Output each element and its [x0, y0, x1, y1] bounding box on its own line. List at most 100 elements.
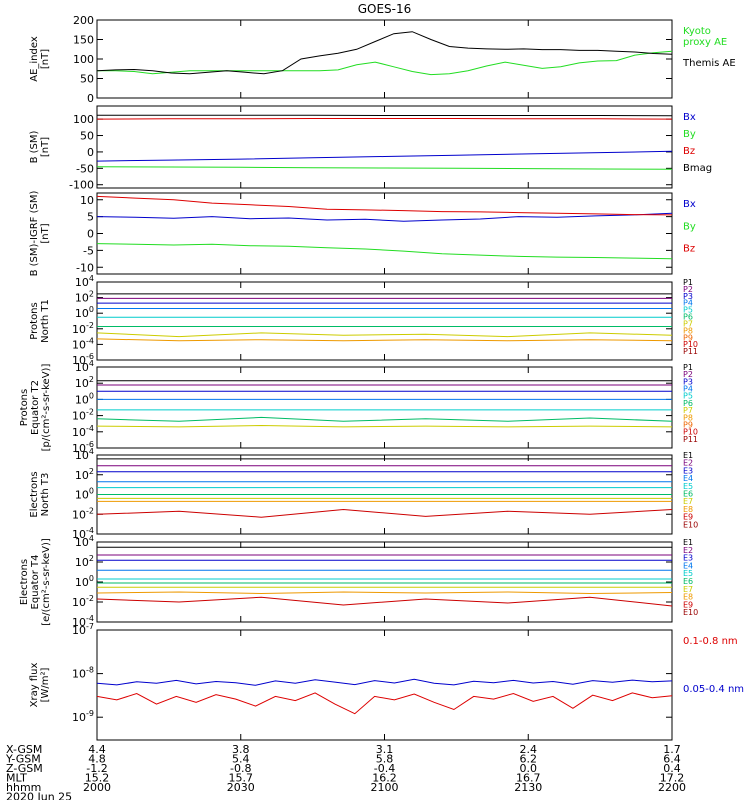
y-tick-label: 104 [75, 359, 94, 374]
y-axis-label: ProtonsEquator T2[p/(cm²-s-sr-keV)] [19, 364, 52, 452]
y-tick-label: 100 [75, 487, 94, 502]
legend-0-05-0-4-nm: 0.05-0.4 nm [683, 684, 744, 695]
legend-p1: P1 [683, 278, 693, 287]
y-tick-label: 10-7 [72, 622, 94, 637]
legend-e3: E3 [683, 554, 693, 563]
panel-frame [96, 541, 673, 623]
y-tick-label: 102 [75, 375, 94, 390]
series-line-p8 [96, 338, 673, 342]
legend-p4: P4 [683, 299, 693, 308]
y-tick-label: 10 [80, 194, 94, 207]
series-line-by [96, 166, 673, 170]
ephemeris-value: 2130 [514, 781, 542, 794]
legend-p7: P7 [683, 406, 693, 415]
y-tick-label: -5 [83, 244, 94, 257]
y-axis-label: B (SM)-IGRF (SM)[nT] [29, 191, 51, 277]
y-tick-label: 104 [75, 534, 94, 549]
panel-1: 0 50 100 150 200 AE_index[nT] Kyoto proxy AE The… [29, 14, 736, 105]
series-line-e9 [96, 596, 673, 607]
panel-frame [96, 629, 673, 741]
ephemeris-value: 3.1 [376, 743, 394, 756]
y-axis-label: AE_index[nT] [29, 36, 51, 82]
ephemeris-value: 2100 [371, 781, 399, 794]
y-tick-label: 10-2 [72, 594, 94, 609]
legend-e2: E2 [683, 459, 693, 468]
ephemeris-label: Z-GSM [6, 762, 43, 775]
legend-p8: P8 [683, 413, 693, 422]
y-axis-label: B (SM)[nT] [29, 130, 51, 163]
ephemeris-label: Y-GSM [5, 753, 41, 766]
legend-bx: Bx [683, 112, 696, 123]
date-label: 2020 Jun 25 [6, 791, 72, 800]
legend-bx: Bx [683, 199, 696, 210]
y-tick-label: -100 [69, 179, 94, 192]
panel-2: -100 -50 0 50 100 B (SM)[nT] Bx By Bz Bmag [29, 105, 712, 192]
ephemeris-value: -0.8 [230, 762, 251, 775]
y-axis-label: ElectronsEquator T4[e/(cm²-s-sr-keV)] [19, 538, 52, 626]
y-tick-label: 10-4 [72, 424, 94, 439]
ephemeris-value: 3.8 [232, 743, 250, 756]
y-tick-label: 102 [75, 290, 94, 305]
legend-by: By [683, 221, 696, 232]
panel-6: 10-4 10-2 100 102 104 ElectronsNorth T3 E1E2E3… [29, 447, 698, 541]
chart-title: GOES-16 [358, 2, 412, 16]
ephemeris-value: 2000 [83, 781, 111, 794]
series-line-e8 [96, 591, 673, 595]
y-tick-label: 10-6 [72, 440, 94, 455]
legend-e8: E8 [683, 593, 693, 602]
series-line-bmag [97, 114, 673, 117]
ephemeris-value: 6.2 [520, 753, 538, 766]
series-line-bx [96, 212, 673, 222]
legend-p9: P9 [683, 420, 693, 429]
legend-themis-ae: Themis AE [682, 58, 736, 69]
legend-p9: P9 [683, 333, 693, 342]
y-axis-label: ElectronsNorth T3 [29, 471, 51, 517]
series-line-bx [96, 150, 673, 162]
ephemeris-value: 17.2 [660, 772, 685, 785]
series-line-p6 [96, 416, 673, 422]
legend-kyoto-proxy-ae: Kyoto proxy AE [683, 26, 727, 48]
legend-e8: E8 [683, 505, 693, 514]
legend-e7: E7 [683, 585, 693, 594]
ephemeris-value: 1.7 [663, 743, 681, 756]
legend-e9: E9 [683, 513, 693, 522]
y-tick-label: 10-2 [72, 321, 94, 336]
y-tick-label: 10-8 [72, 666, 94, 681]
legend-e5: E5 [683, 569, 693, 578]
legend-e2: E2 [683, 546, 693, 555]
legend-e5: E5 [683, 482, 693, 491]
ephemeris-value: 6.4 [663, 753, 681, 766]
legend-p10: P10 [683, 428, 698, 437]
series-line-bz [96, 195, 673, 216]
series-line-bz [96, 118, 673, 120]
legend-e10: E10 [683, 608, 698, 617]
panel-frame [96, 192, 673, 275]
y-tick-label: 100 [73, 113, 94, 126]
y-tick-label: -50 [76, 162, 94, 175]
y-tick-label: 10-4 [72, 614, 94, 629]
legend-e7: E7 [683, 497, 693, 506]
legend-p10: P10 [683, 340, 698, 349]
y-tick-label: 10-9 [72, 709, 94, 724]
legend-p6: P6 [683, 399, 693, 408]
y-tick-label: 104 [75, 447, 94, 462]
ephemeris-value: 16.7 [516, 772, 541, 785]
legend-bmag: Bmag [683, 163, 712, 174]
y-tick-label: 0 [87, 228, 94, 241]
legend-0-1-0-8-nm: 0.1-0.8 nm [683, 636, 738, 647]
ephemeris-label: MLT [6, 772, 27, 785]
ephemeris-value: 0.0 [520, 762, 538, 775]
y-tick-label: 0 [87, 92, 94, 105]
y-tick-label: 102 [75, 467, 94, 482]
legend-e6: E6 [683, 577, 693, 586]
legend-p11: P11 [683, 347, 698, 356]
panel-frame [96, 19, 673, 99]
y-tick-label: 50 [80, 73, 94, 86]
y-tick-label: -10 [76, 261, 94, 274]
y-tick-label: 150 [73, 34, 94, 47]
legend-e1: E1 [683, 538, 693, 547]
series-line-p7 [96, 424, 673, 428]
legend-p8: P8 [683, 326, 693, 335]
